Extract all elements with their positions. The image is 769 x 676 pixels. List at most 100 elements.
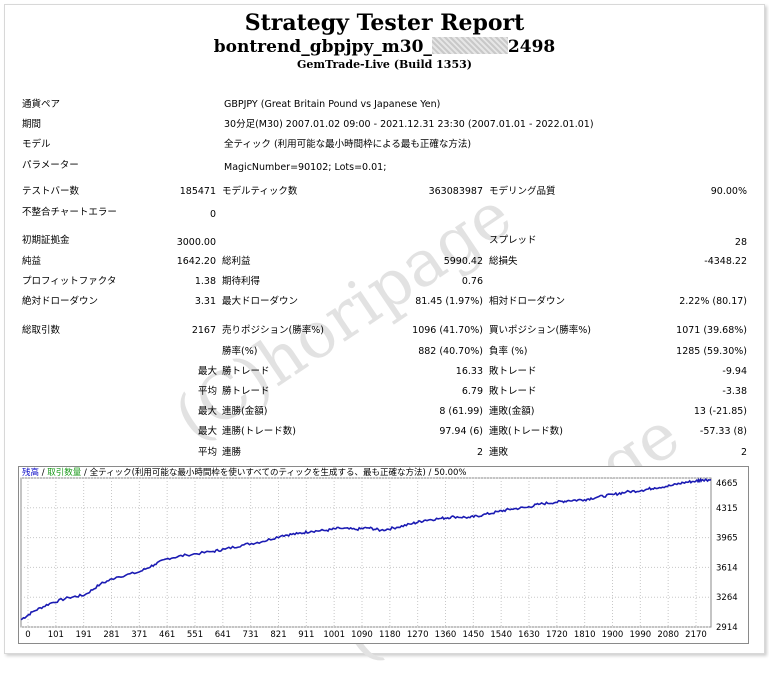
chart-legend: 残高 / 取引数量 / 全ティック(利用可能な最小時間枠を使いすべてのティックを… (22, 468, 466, 479)
ea-name-prefix: bontrend_gbpjpy_m30_ (213, 37, 432, 57)
chart-grid (21, 477, 711, 628)
net-value: 1642.20 (176, 256, 216, 267)
quality-label: モデリング品質 (489, 186, 556, 197)
x-tick-label: 641 (215, 630, 231, 640)
rel-dd-value: 2.22% (80.17) (679, 296, 747, 307)
cons-losses-money-value: 13 (-21.85) (693, 406, 747, 417)
x-axis-ticks: 0 101 191 281 371 461 551 641 731 821 911 1001 1090 1… (25, 630, 707, 640)
x-tick-label: 1090 (351, 630, 373, 640)
short-label: 売りポジション(勝率%) (222, 325, 324, 336)
x-tick-label: 1900 (602, 630, 624, 640)
trades-label: 総取引数 (22, 325, 61, 336)
abs-dd-value: 3.31 (194, 296, 216, 307)
legend-lots: 取引数量 (47, 468, 82, 478)
y-tick-label: 3614 (716, 563, 738, 573)
rel-dd-label: 相対ドローダウン (489, 296, 566, 307)
avg-loss-label: 敗トレード (489, 386, 537, 397)
net-label: 純益 (22, 256, 42, 267)
ea-name-suffix: 2498 (507, 37, 556, 57)
params-label: パラメーター (22, 160, 79, 171)
redacted-block (431, 37, 508, 54)
deposit-value: 3000.00 (176, 237, 216, 248)
x-tick-label: 1630 (518, 630, 540, 640)
max-prefix: 最大 (198, 366, 218, 377)
loss-label: 負率 (%) (489, 346, 528, 357)
long-value: 1071 (39.68%) (676, 325, 747, 336)
cons-losses-money-label: 連敗(金額) (489, 406, 535, 417)
cons-profit-value: 97.94 (6) (439, 426, 483, 437)
avg-cons-losses-label: 連敗 (489, 447, 509, 458)
balance-chart: 0 101 191 281 371 461 551 641 731 821 911 1001 1090 1… (18, 466, 749, 644)
pf-label: プロフィットファクタ (22, 276, 117, 287)
largest-win-label: 勝トレード (222, 366, 270, 377)
period-value: 30分足(M30) 2007.01.02 09:00 - 2021.12.31 … (224, 119, 594, 130)
cons-wins-money-label: 連勝(金額) (222, 406, 268, 417)
x-tick-label: 551 (187, 630, 203, 640)
gross-profit-label: 総利益 (222, 256, 251, 267)
avg-loss-value: -3.38 (722, 386, 747, 397)
y-tick-label: 4665 (716, 479, 738, 489)
x-tick-label: 1720 (546, 630, 568, 640)
x-tick-label: 1180 (379, 630, 401, 640)
x-tick-label: 2080 (657, 630, 679, 640)
payoff-value: 0.76 (461, 276, 483, 287)
period-label: 期間 (22, 119, 42, 130)
x-tick-label: 1360 (435, 630, 457, 640)
avg-prefix: 平均 (198, 386, 218, 397)
balance-line (20, 477, 712, 621)
model-label: モデル (22, 139, 51, 150)
x-tick-label: 1270 (407, 630, 429, 640)
plot-area (20, 477, 712, 628)
params-value: MagicNumber=90102; Lots=0.01; (224, 162, 387, 173)
abs-dd-label: 絶対ドローダウン (22, 296, 99, 307)
spread-value: 28 (734, 237, 747, 248)
x-tick-label: 821 (270, 630, 286, 640)
avg-cons-losses-value: 2 (740, 447, 747, 458)
largest-loss-label: 敗トレード (489, 366, 537, 377)
legend-balance: 残高 (22, 468, 40, 478)
x-tick-label: 461 (159, 630, 175, 640)
x-tick-label: 1990 (630, 630, 652, 640)
x-tick-label: 911 (298, 630, 314, 640)
max-prefix: 最大 (198, 426, 218, 437)
max-dd-value: 81.45 (1.97%) (415, 296, 483, 307)
legend-separator: / (41, 468, 45, 478)
legend-quality: 50.00% (434, 468, 467, 478)
x-tick-label: 281 (103, 630, 119, 640)
gross-profit-value: 5990.42 (443, 256, 483, 267)
x-tick-label: 2170 (685, 630, 707, 640)
server-build: GemTrade-Live (Build 1353) (297, 58, 472, 71)
largest-loss-value: -9.94 (722, 366, 747, 377)
x-tick-label: 1540 (490, 630, 512, 640)
cons-profit-label: 連勝(トレード数) (222, 426, 296, 437)
errors-label: 不整合チャートエラー (22, 207, 117, 218)
spread-label: スプレッド (489, 235, 537, 246)
max-prefix: 最大 (198, 406, 218, 417)
avg-prefix: 平均 (198, 447, 218, 458)
gross-loss-value: -4348.22 (704, 256, 747, 267)
cons-loss-label: 連敗(トレード数) (489, 426, 563, 437)
x-tick-label: 101 (48, 630, 64, 640)
x-tick-label: 1450 (463, 630, 485, 640)
legend-model: 全ティック(利用可能な最小時間枠を使いすべてのティックを生成する、最も正確な方法… (89, 468, 426, 478)
max-dd-label: 最大ドローダウン (222, 296, 299, 307)
avg-win-value: 6.79 (461, 386, 483, 397)
y-axis-ticks: 4665 4315 3965 3614 3264 2914 (716, 479, 738, 633)
symbol-value: GBPJPY (Great Britain Pound vs Japanese … (224, 99, 441, 110)
gross-loss-label: 総損失 (489, 256, 518, 267)
loss-value: 1285 (59.30%) (676, 346, 747, 357)
quality-value: 90.00% (710, 186, 747, 197)
bars-label: テストバー数 (22, 186, 80, 197)
largest-win-value: 16.33 (455, 366, 483, 377)
x-tick-label: 731 (243, 630, 259, 640)
model-value: 全ティック (利用可能な最小時間枠による最も正確な方法) (224, 139, 472, 150)
chart-series (20, 477, 712, 621)
x-tick-label: 1810 (574, 630, 596, 640)
short-value: 1096 (41.70%) (412, 325, 483, 336)
x-tick-label: 1001 (323, 630, 345, 640)
legend-separator: / (84, 468, 87, 478)
avg-win-label: 勝トレード (222, 386, 270, 397)
report-title: Strategy Tester Report (244, 10, 525, 36)
bars-value: 185471 (179, 186, 216, 197)
x-tick-label: 191 (76, 630, 92, 640)
